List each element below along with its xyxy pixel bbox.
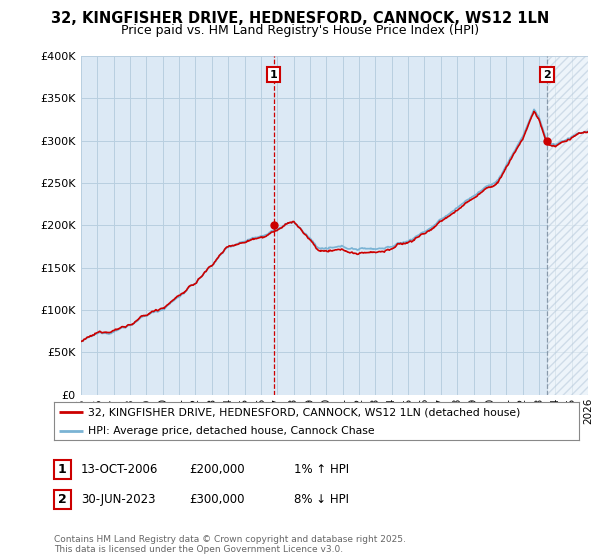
Text: 32, KINGFISHER DRIVE, HEDNESFORD, CANNOCK, WS12 1LN (detached house): 32, KINGFISHER DRIVE, HEDNESFORD, CANNOC… [88,407,521,417]
Text: 2: 2 [543,69,551,80]
Text: 1: 1 [58,463,67,476]
Text: £300,000: £300,000 [189,493,245,506]
Text: 2: 2 [58,493,67,506]
Text: 1: 1 [270,69,278,80]
Text: 8% ↓ HPI: 8% ↓ HPI [294,493,349,506]
Bar [547,56,588,395]
Text: 32, KINGFISHER DRIVE, HEDNESFORD, CANNOCK, WS12 1LN: 32, KINGFISHER DRIVE, HEDNESFORD, CANNOC… [51,11,549,26]
Text: Price paid vs. HM Land Registry's House Price Index (HPI): Price paid vs. HM Land Registry's House … [121,24,479,36]
Text: 13-OCT-2006: 13-OCT-2006 [81,463,158,476]
Text: 30-JUN-2023: 30-JUN-2023 [81,493,155,506]
Text: Contains HM Land Registry data © Crown copyright and database right 2025.
This d: Contains HM Land Registry data © Crown c… [54,535,406,554]
Text: HPI: Average price, detached house, Cannock Chase: HPI: Average price, detached house, Cann… [88,426,375,436]
Text: 1% ↑ HPI: 1% ↑ HPI [294,463,349,476]
Text: £200,000: £200,000 [189,463,245,476]
